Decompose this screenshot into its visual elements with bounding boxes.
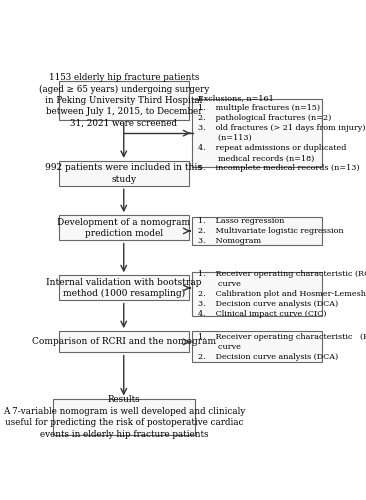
FancyBboxPatch shape (59, 276, 189, 300)
FancyBboxPatch shape (192, 272, 322, 316)
Text: 1.    Receiver operating characteristic   (ROC)
        curve
2.    Decision cur: 1. Receiver operating characteristic (RO… (198, 332, 366, 361)
Text: Development of a nomogram
prediction model: Development of a nomogram prediction mod… (57, 218, 190, 238)
Text: Comparison of RCRI and the nomogram: Comparison of RCRI and the nomogram (32, 338, 216, 346)
FancyBboxPatch shape (192, 100, 322, 167)
Text: Internal validation with bootstrap
method (1000 resampling): Internal validation with bootstrap metho… (46, 278, 202, 298)
FancyBboxPatch shape (53, 398, 195, 435)
FancyBboxPatch shape (59, 216, 189, 240)
FancyBboxPatch shape (59, 81, 189, 120)
Text: Results
A 7-variable nomogram is well developed and clinicaly
useful for predict: Results A 7-variable nomogram is well de… (3, 395, 245, 438)
FancyBboxPatch shape (192, 332, 322, 362)
Text: 1153 elderly hip fracture patients
(aged ≥ 65 years) undergoing surgery
in Pekin: 1153 elderly hip fracture patients (aged… (38, 73, 209, 128)
FancyBboxPatch shape (192, 216, 322, 246)
Text: 992 patients were included in this
study: 992 patients were included in this study (45, 164, 202, 184)
Text: Exclusions, n=161
1.    multiple fractures (n=15)
2.    pathological fractures (: Exclusions, n=161 1. multiple fractures … (198, 94, 366, 172)
Text: 1.    Receiver operating characteristic (ROC)
        curve
2.    Calibration pl: 1. Receiver operating characteristic (RO… (198, 270, 366, 318)
FancyBboxPatch shape (59, 161, 189, 186)
FancyBboxPatch shape (59, 331, 189, 352)
Text: 1.    Lasso regression
2.    Multivariate logistic regression
3.    Nomogram: 1. Lasso regression 2. Multivariate logi… (198, 217, 344, 245)
